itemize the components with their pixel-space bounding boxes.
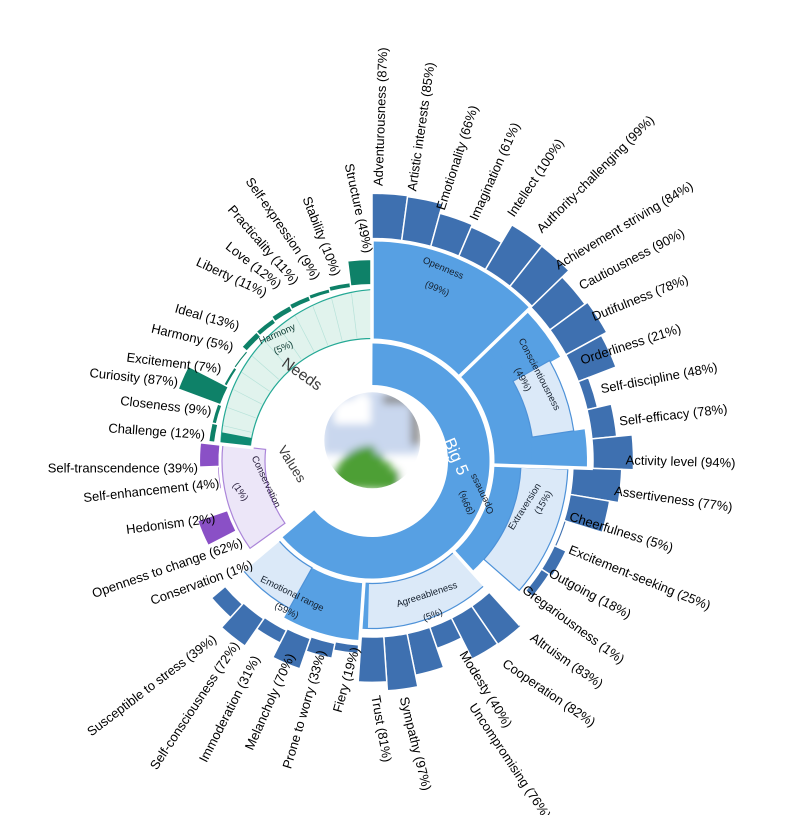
svg-text:Adventurousness (87%): Adventurousness (87%) [371, 47, 391, 186]
svg-text:Activity level (94%): Activity level (94%) [625, 452, 735, 470]
svg-text:Challenge (12%): Challenge (12%) [108, 420, 206, 442]
svg-text:Self-transcendence (39%): Self-transcendence (39%) [48, 461, 198, 476]
